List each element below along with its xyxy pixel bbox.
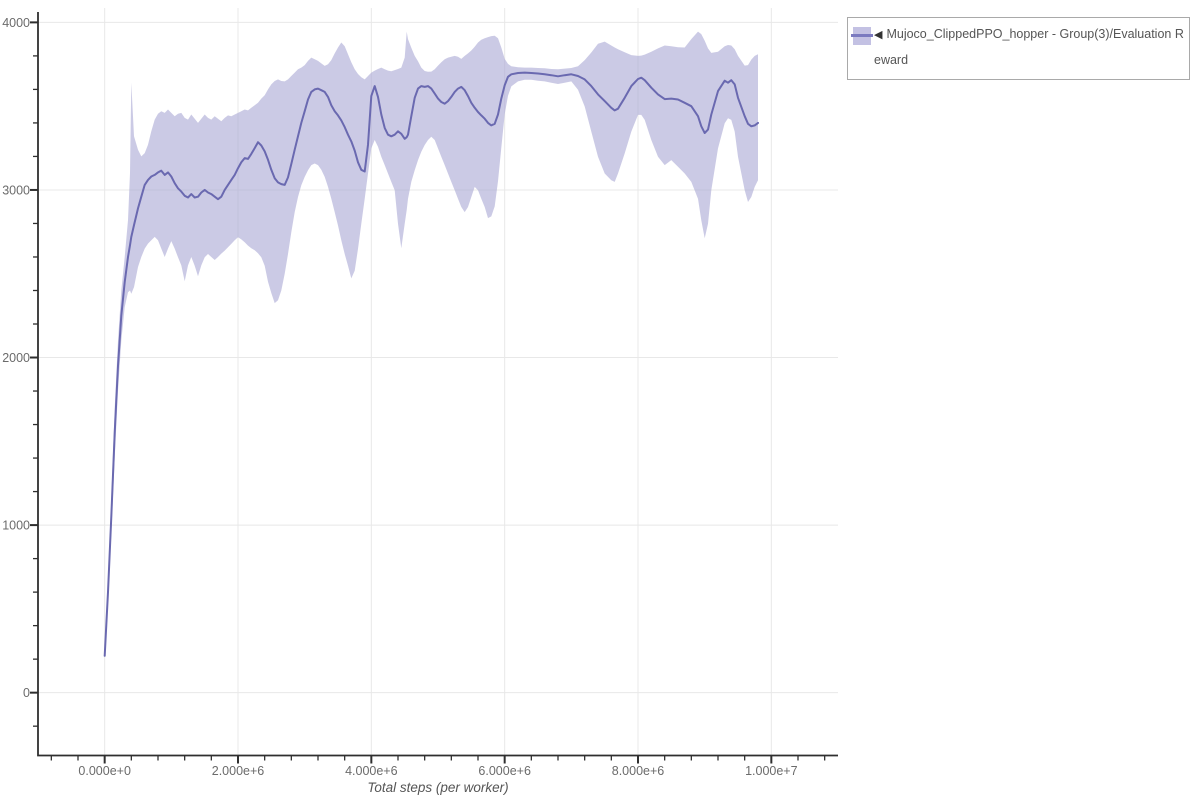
legend-label-text: Mujoco_ClippedPPO_hopper - Group(3)/Eval…	[874, 27, 1184, 67]
mean-line	[103, 71, 759, 657]
legend: ◀ Mujoco_ClippedPPO_hopper - Group(3)/Eva…	[847, 17, 1190, 80]
x-tick-label: 8.000e+6	[612, 764, 665, 778]
confidence-band	[104, 31, 758, 658]
x-tick-label: 0.000e+0	[78, 764, 131, 778]
legend-swatch-icon	[851, 27, 873, 45]
x-tick-label: 6.000e+6	[478, 764, 531, 778]
legend-item[interactable]: ◀ Mujoco_ClippedPPO_hopper - Group(3)/Eva…	[848, 18, 1189, 79]
y-tick-label: 4000	[2, 16, 30, 30]
x-axis-title: Total steps (per worker)	[367, 780, 509, 795]
legend-label: ◀ Mujoco_ClippedPPO_hopper - Group(3)/Eva…	[874, 22, 1187, 73]
axis-lines	[37, 12, 838, 757]
collapse-triangle-icon[interactable]: ◀	[874, 29, 883, 41]
mean-line-swatch	[851, 34, 873, 37]
x-tick-label: 2.000e+6	[212, 764, 265, 778]
y-tick-label: 0	[23, 686, 30, 700]
x-tick-label: 1.000e+7	[745, 764, 798, 778]
y-tick-label: 1000	[2, 519, 30, 533]
y-tick-label: 3000	[2, 183, 30, 197]
y-tick-label: 2000	[2, 351, 30, 365]
x-tick-label: 4.000e+6	[345, 764, 398, 778]
